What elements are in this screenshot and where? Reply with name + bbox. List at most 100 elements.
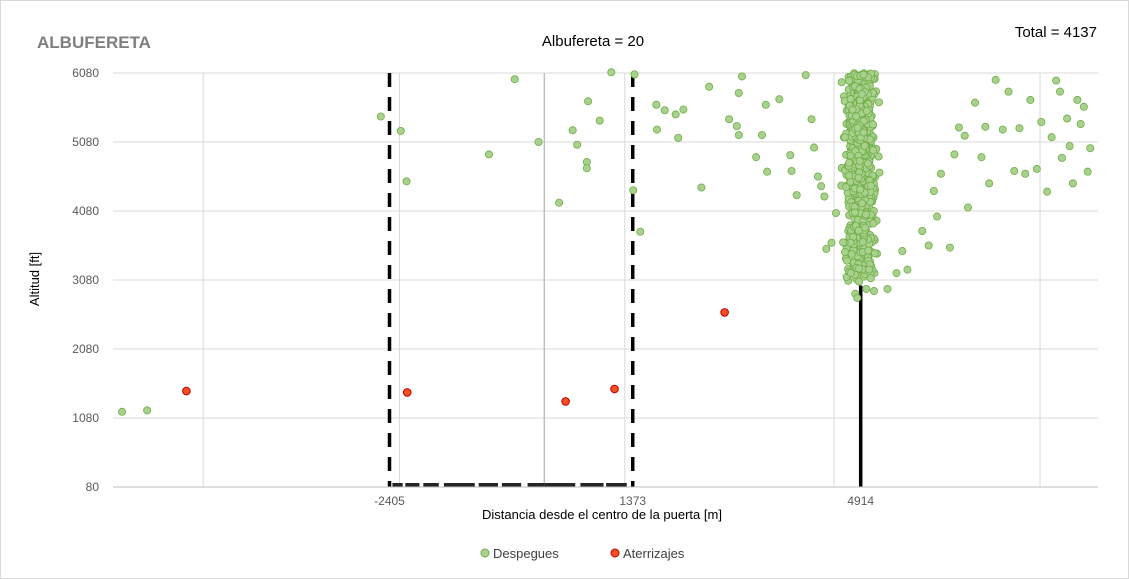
y-axis-title: Altitud [ft] xyxy=(27,252,42,306)
aterrizaje-point xyxy=(720,308,729,317)
despegue-point xyxy=(875,168,884,177)
y-tick-label: 2080 xyxy=(72,342,99,356)
despegue-point xyxy=(868,120,877,129)
despegue-point xyxy=(869,219,878,228)
despegue-point xyxy=(1010,166,1019,175)
despegue-point xyxy=(855,277,864,286)
despegue-point xyxy=(852,112,861,121)
despegue-point xyxy=(842,256,851,265)
x-axis-title: Distancia desde el centro de la puerta [… xyxy=(482,507,722,522)
despegue-point xyxy=(960,131,969,140)
legend-marker-aterrizajes xyxy=(610,548,620,558)
despegue-point xyxy=(786,151,795,160)
ground-track-segment xyxy=(544,483,576,487)
despegue-point xyxy=(864,246,873,255)
despegue-point xyxy=(484,150,493,159)
y-tick-label: 1080 xyxy=(72,411,99,425)
axes: 80 1080 2080 3080 4080 5080 6080 -2405 1373 4914 xyxy=(72,66,1098,508)
despegue-point xyxy=(402,177,411,186)
despegue-point xyxy=(827,238,836,247)
despegue-point xyxy=(977,153,986,162)
despegue-point xyxy=(1079,102,1088,111)
despegue-point xyxy=(865,265,874,274)
despegue-point xyxy=(792,191,801,200)
despegue-point xyxy=(801,71,810,80)
despegue-point xyxy=(855,157,864,166)
despegue-point xyxy=(847,249,856,258)
despegue-point xyxy=(861,210,870,219)
despegue-point xyxy=(652,100,661,109)
despegue-point xyxy=(1086,144,1095,153)
despegue-point xyxy=(534,137,543,146)
despegue-point xyxy=(671,110,680,119)
despegue-point xyxy=(1004,87,1013,96)
despegue-point xyxy=(674,133,683,142)
despegue-point xyxy=(936,169,945,178)
y-tick-label: 3080 xyxy=(72,273,99,287)
despegue-point xyxy=(859,70,868,79)
despegue-point xyxy=(850,208,859,217)
despegue-point xyxy=(840,133,849,142)
despegue-point xyxy=(1047,133,1056,142)
despegue-point xyxy=(856,185,865,194)
x-tick-label: 1373 xyxy=(619,494,646,508)
despegue-point xyxy=(903,265,912,274)
despegue-point xyxy=(817,182,826,191)
despegue-point xyxy=(1065,142,1074,151)
despegue-point xyxy=(855,264,864,273)
y-tick-label: 4080 xyxy=(72,204,99,218)
despegue-point xyxy=(1083,167,1092,176)
despegue-point xyxy=(933,212,942,221)
despegue-point xyxy=(854,173,863,182)
despegue-point xyxy=(143,406,152,415)
despegue-point xyxy=(845,171,854,180)
despegue-point xyxy=(697,183,706,192)
despegue-point xyxy=(858,237,867,246)
despegue-point xyxy=(950,150,959,159)
despegue-point xyxy=(1056,87,1065,96)
despegue-point xyxy=(629,186,638,195)
data-points xyxy=(118,68,1095,416)
x-tick-label: 4914 xyxy=(847,494,874,508)
despegue-point xyxy=(857,90,866,99)
despegue-point xyxy=(787,166,796,175)
despegue-point xyxy=(841,248,850,257)
despegue-point xyxy=(870,249,879,258)
despegue-point xyxy=(874,98,883,107)
chart-title: ALBUFERETA xyxy=(37,33,151,52)
despegue-point xyxy=(376,112,385,121)
despegue-point xyxy=(918,227,927,236)
despegue-point xyxy=(761,100,770,109)
ground-track-segment xyxy=(443,483,475,487)
despegue-point xyxy=(1021,169,1030,178)
despegue-point xyxy=(1068,179,1077,188)
despegue-point xyxy=(985,179,994,188)
despegue-point xyxy=(757,131,766,140)
despegue-point xyxy=(846,269,855,278)
despegue-point xyxy=(732,122,741,131)
despegue-point xyxy=(1057,153,1066,162)
despegue-point xyxy=(853,123,862,132)
x-tick-label: -2405 xyxy=(374,494,405,508)
ground-track-segment xyxy=(580,483,604,487)
despegue-point xyxy=(1037,117,1046,126)
despegue-point xyxy=(863,159,872,168)
despegue-point xyxy=(813,172,822,181)
despegue-point xyxy=(853,293,862,302)
despegue-point xyxy=(734,131,743,140)
despegue-point xyxy=(679,105,688,114)
aterrizaje-point xyxy=(182,386,191,396)
despegue-point xyxy=(1073,95,1082,104)
despegue-point xyxy=(810,143,819,152)
despegue-point xyxy=(859,128,868,137)
ground-track-segment xyxy=(478,483,498,487)
chart-subtitle: Albufereta = 20 xyxy=(542,33,644,50)
despegue-point xyxy=(1015,124,1024,133)
ground-track-segment xyxy=(423,483,439,487)
despegue-point xyxy=(807,115,816,124)
despegue-point xyxy=(862,284,871,293)
despegue-point xyxy=(555,198,564,207)
despegue-point xyxy=(862,106,871,115)
